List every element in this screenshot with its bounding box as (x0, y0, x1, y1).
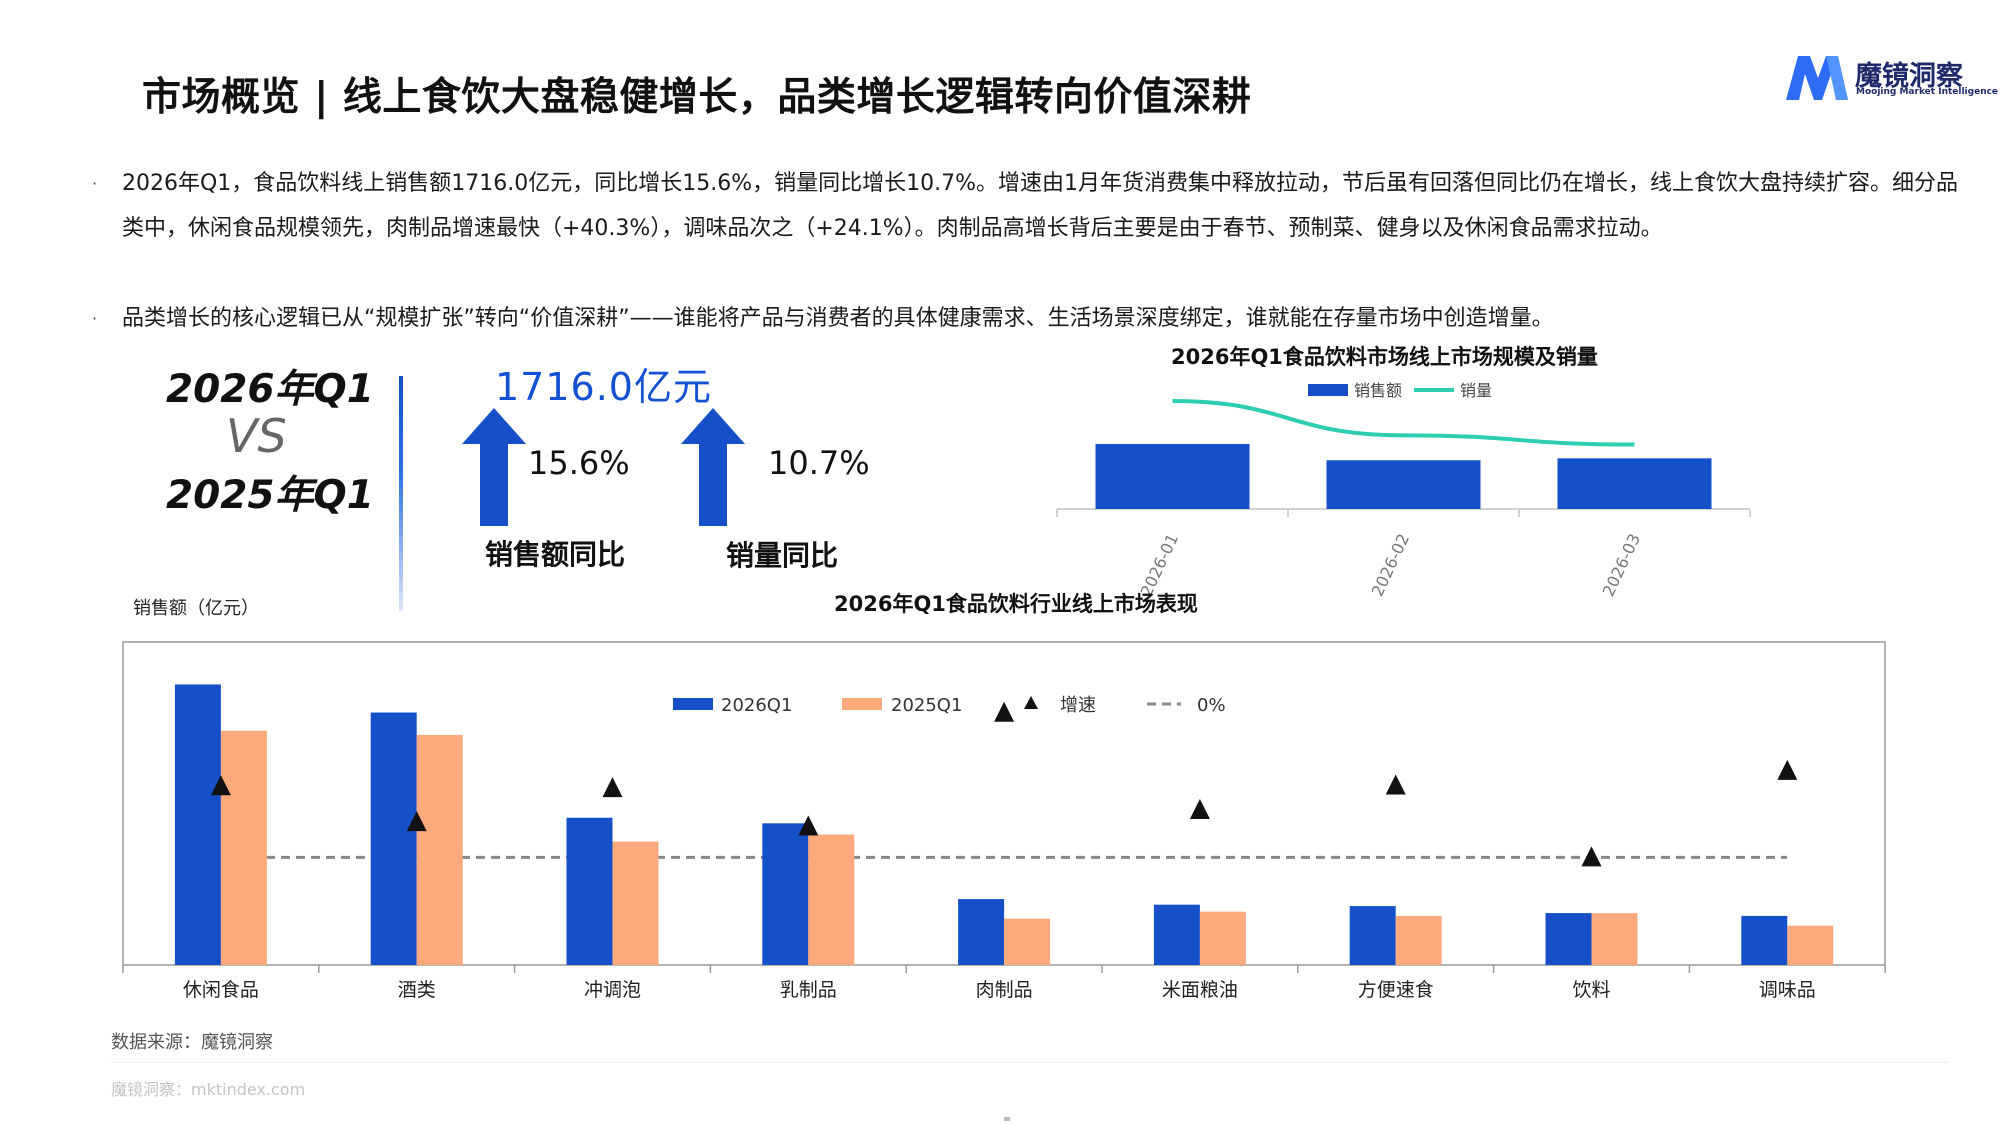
legend-label-2026: 2026Q1 (721, 695, 792, 716)
logo-subtitle: Moojing Market Intelligence (1856, 87, 1999, 97)
footer-divider (111, 1062, 1949, 1063)
bullet-mark: · (92, 309, 98, 328)
legend-label-growth: 增速 (1060, 695, 1096, 716)
bar-2026 (1545, 913, 1592, 965)
growth-marker (210, 775, 231, 796)
bar-2025 (1591, 913, 1638, 965)
category-chart-title: 2026年Q1食品饮料行业线上市场表现 (834, 592, 1198, 616)
period-vs: VS (226, 409, 287, 463)
bullet-text: 2026年Q1，食品饮料线上销售额1716.0亿元，同比增长15.6%，销量同比… (122, 171, 1959, 241)
x-tick-label: 休闲食品 (183, 979, 259, 1001)
period-previous: 2025年Q1 (166, 473, 374, 518)
growth-marker (1581, 846, 1602, 867)
divider-line (399, 376, 403, 611)
volume-line (1172, 399, 1635, 447)
x-tick-label: 2026-03 (1599, 531, 1644, 600)
bullet-item: · 品类增长的核心逻辑已从“规模扩张”转向“价值深耕”——谁能将产品与消费者的具… (92, 296, 1972, 341)
legend-label-sales: 销售额 (1354, 381, 1402, 400)
x-tick-label: 酒类 (398, 979, 436, 1001)
monthly-chart-title: 2026年Q1食品饮料市场线上市场规模及销量 (1171, 345, 1598, 369)
growth-marker (1385, 774, 1406, 795)
footer-text: 魔镜洞察：mktindex.com (111, 1080, 306, 1099)
legend-swatch-growth (1024, 696, 1038, 709)
x-tick-label: 调味品 (1759, 979, 1816, 1001)
kpi-sales-value: 1716.0亿元 (495, 365, 712, 409)
bar-2025 (1004, 918, 1051, 965)
kpi-sales-growth-label: 销售额同比 (485, 538, 626, 571)
growth-marker (994, 701, 1015, 722)
y-axis-label: 销售额（亿元） (133, 598, 259, 619)
bullet-item: · 2026年Q1，食品饮料线上销售额1716.0亿元，同比增长15.6%，销量… (92, 161, 1972, 296)
bar-2025 (1395, 915, 1442, 965)
arrow-up-icon (462, 408, 526, 526)
sales-bar (1095, 444, 1250, 509)
bar-2025 (808, 834, 855, 965)
legend-label-2025: 2025Q1 (891, 695, 962, 716)
x-tick-label: 米面粮油 (1162, 979, 1238, 1001)
x-tick-label: 2026-02 (1368, 531, 1413, 600)
legend-swatch-2026 (673, 698, 713, 710)
bar-2026 (1153, 904, 1200, 965)
bar-2025 (612, 841, 659, 965)
legend-swatch-sales (1308, 384, 1348, 396)
x-tick-label: 饮料 (1572, 979, 1610, 1001)
bullet-text: 品类增长的核心逻辑已从“规模扩张”转向“价值深耕”——谁能将产品与消费者的具体健… (122, 306, 1554, 331)
growth-marker (406, 811, 427, 832)
bar-2026 (762, 823, 809, 965)
period-current: 2026年Q1 (166, 367, 374, 412)
legend-label-zero: 0% (1197, 695, 1226, 716)
bar-2026 (1741, 915, 1788, 965)
page-title: 市场概览 | 线上食饮大盘稳健增长，品类增长逻辑转向价值深耕 (142, 75, 1252, 120)
kpi-volume-growth-label: 销量同比 (726, 539, 839, 572)
x-tick-label: 乳制品 (780, 979, 837, 1001)
x-tick-label: 方便速食 (1358, 979, 1434, 1001)
kpi-sales-growth: 15.6% (528, 444, 630, 482)
category-chart: 2026Q1 2025Q1 增速 0% 休闲食品 酒类 冲调泡 乳制品 肉制品 米面粮油 方便速食 饮… (122, 641, 1886, 1001)
data-source: 数据来源：魔镜洞察 (111, 1032, 273, 1053)
logo-name: 魔镜洞察 (1855, 61, 1963, 92)
x-tick-label: 冲调泡 (584, 979, 641, 1001)
legend-swatch-2025 (842, 698, 882, 710)
bar-2025 (1199, 911, 1246, 965)
growth-marker (1777, 759, 1798, 780)
bar-2026 (958, 899, 1005, 965)
sales-bar (1557, 458, 1712, 509)
x-tick-label: 肉制品 (976, 979, 1033, 1001)
bar-2025 (416, 734, 463, 965)
bullet-mark: · (92, 174, 98, 193)
page-indicator (1004, 1117, 1010, 1121)
growth-marker (798, 815, 819, 836)
bar-2026 (566, 817, 613, 965)
bar-2026 (1349, 906, 1396, 965)
bar-2026 (370, 712, 417, 965)
sales-bar (1326, 460, 1481, 509)
bar-2025 (1787, 925, 1834, 965)
legend-label-volume: 销量 (1460, 381, 1492, 400)
bar-2026 (174, 684, 221, 965)
growth-marker (1189, 798, 1210, 819)
kpi-volume-growth: 10.7% (768, 444, 870, 482)
logo-icon (1786, 56, 1848, 100)
bar-2025 (220, 730, 267, 965)
arrow-up-icon (681, 408, 745, 526)
growth-marker (602, 777, 623, 798)
